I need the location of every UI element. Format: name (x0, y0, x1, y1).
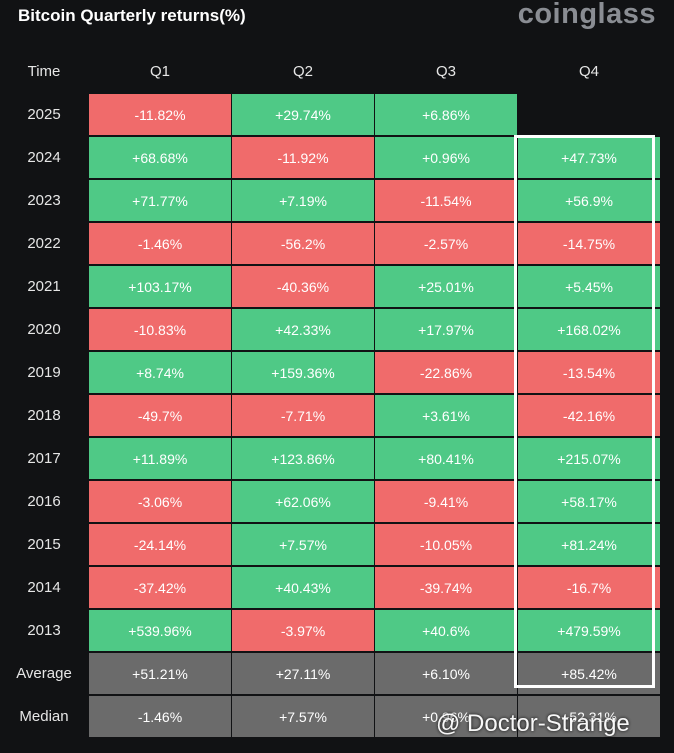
return-cell: +7.57% (232, 524, 374, 565)
return-cell: -13.54% (518, 352, 660, 393)
return-cell: +40.6% (375, 610, 517, 651)
return-cell: -14.75% (518, 223, 660, 264)
return-cell: +47.73% (518, 137, 660, 178)
return-cell: -24.14% (89, 524, 231, 565)
row-label: 2015 (27, 536, 61, 553)
return-cell: +40.43% (232, 567, 374, 608)
row-label: 2022 (27, 235, 61, 252)
return-cell: -16.7% (518, 567, 660, 608)
row-label: 2013 (27, 622, 61, 639)
return-cell: -10.05% (375, 524, 517, 565)
return-cell: +58.17% (518, 481, 660, 522)
return-cell: -7.71% (232, 395, 374, 436)
return-cell: -49.7% (89, 395, 231, 436)
return-cell: -2.57% (375, 223, 517, 264)
return-cell: +103.17% (89, 266, 231, 307)
row-label: 2023 (27, 192, 61, 209)
return-cell: +215.07% (518, 438, 660, 479)
return-cell: +81.24% (518, 524, 660, 565)
summary-label: Median (19, 708, 69, 725)
return-cell: -3.06% (89, 481, 231, 522)
return-cell: -1.46% (89, 223, 231, 264)
return-cell: +123.86% (232, 438, 374, 479)
row-label: 2021 (27, 278, 61, 295)
column-header: Q3 (435, 63, 456, 80)
summary-cell: -1.46% (89, 696, 231, 737)
return-cell: +80.41% (375, 438, 517, 479)
summary-cell: +6.10% (375, 653, 517, 694)
return-cell: +29.74% (232, 94, 374, 135)
return-cell: +17.97% (375, 309, 517, 350)
row-label: 2018 (27, 407, 61, 424)
return-cell: +62.06% (232, 481, 374, 522)
row-label: 2020 (27, 321, 61, 338)
return-cell: +68.68% (89, 137, 231, 178)
row-label: 2025 (27, 106, 61, 123)
row-label: 2024 (27, 149, 61, 166)
return-cell: -22.86% (375, 352, 517, 393)
return-cell: +5.45% (518, 266, 660, 307)
column-header: Q1 (149, 63, 170, 80)
return-cell: +42.33% (232, 309, 374, 350)
return-cell: +479.59% (518, 610, 660, 651)
return-cell: +168.02% (518, 309, 660, 350)
return-cell: -42.16% (518, 395, 660, 436)
summary-cell: +51.21% (89, 653, 231, 694)
summary-cell: +85.42% (518, 653, 660, 694)
brand-logo: coinglass (517, 0, 656, 30)
column-header: Q4 (578, 63, 599, 80)
return-cell: +539.96% (89, 610, 231, 651)
summary-label: Average (16, 665, 72, 682)
return-cell: -39.74% (375, 567, 517, 608)
return-cell: -56.2% (232, 223, 374, 264)
return-cell: -40.36% (232, 266, 374, 307)
summary-cell: +7.57% (232, 696, 374, 737)
column-header: Q2 (292, 63, 313, 80)
return-cell: +7.19% (232, 180, 374, 221)
return-cell: -9.41% (375, 481, 517, 522)
returns-table: Time Q1 Q2 Q3 Q4 2025 -11.82% +29.74% +6.86% 2024… (0, 50, 660, 738)
return-cell: -10.83% (89, 309, 231, 350)
return-cell: -11.54% (375, 180, 517, 221)
return-cell: -37.42% (89, 567, 231, 608)
return-cell: +3.61% (375, 395, 517, 436)
summary-cell: +27.11% (232, 653, 374, 694)
row-label: 2014 (27, 579, 61, 596)
row-label: 2016 (27, 493, 61, 510)
return-cell: -11.92% (232, 137, 374, 178)
return-cell: +71.77% (89, 180, 231, 221)
return-cell: +25.01% (375, 266, 517, 307)
return-cell (518, 94, 660, 135)
chart-title: Bitcoin Quarterly returns(%) (18, 6, 246, 25)
return-cell: +11.89% (89, 438, 231, 479)
return-cell: +8.74% (89, 352, 231, 393)
summary-cell: +0.96% (375, 696, 517, 737)
row-label: 2017 (27, 450, 61, 467)
summary-cell: +52.31% (518, 696, 660, 737)
return-cell: +56.9% (518, 180, 660, 221)
row-label: 2019 (27, 364, 61, 381)
return-cell: -3.97% (232, 610, 374, 651)
return-cell: +159.36% (232, 352, 374, 393)
return-cell: +6.86% (375, 94, 517, 135)
return-cell: -11.82% (89, 94, 231, 135)
column-header: Time (27, 63, 61, 80)
return-cell: +0.96% (375, 137, 517, 178)
watermark: @ Doctor-Strange (436, 710, 630, 737)
